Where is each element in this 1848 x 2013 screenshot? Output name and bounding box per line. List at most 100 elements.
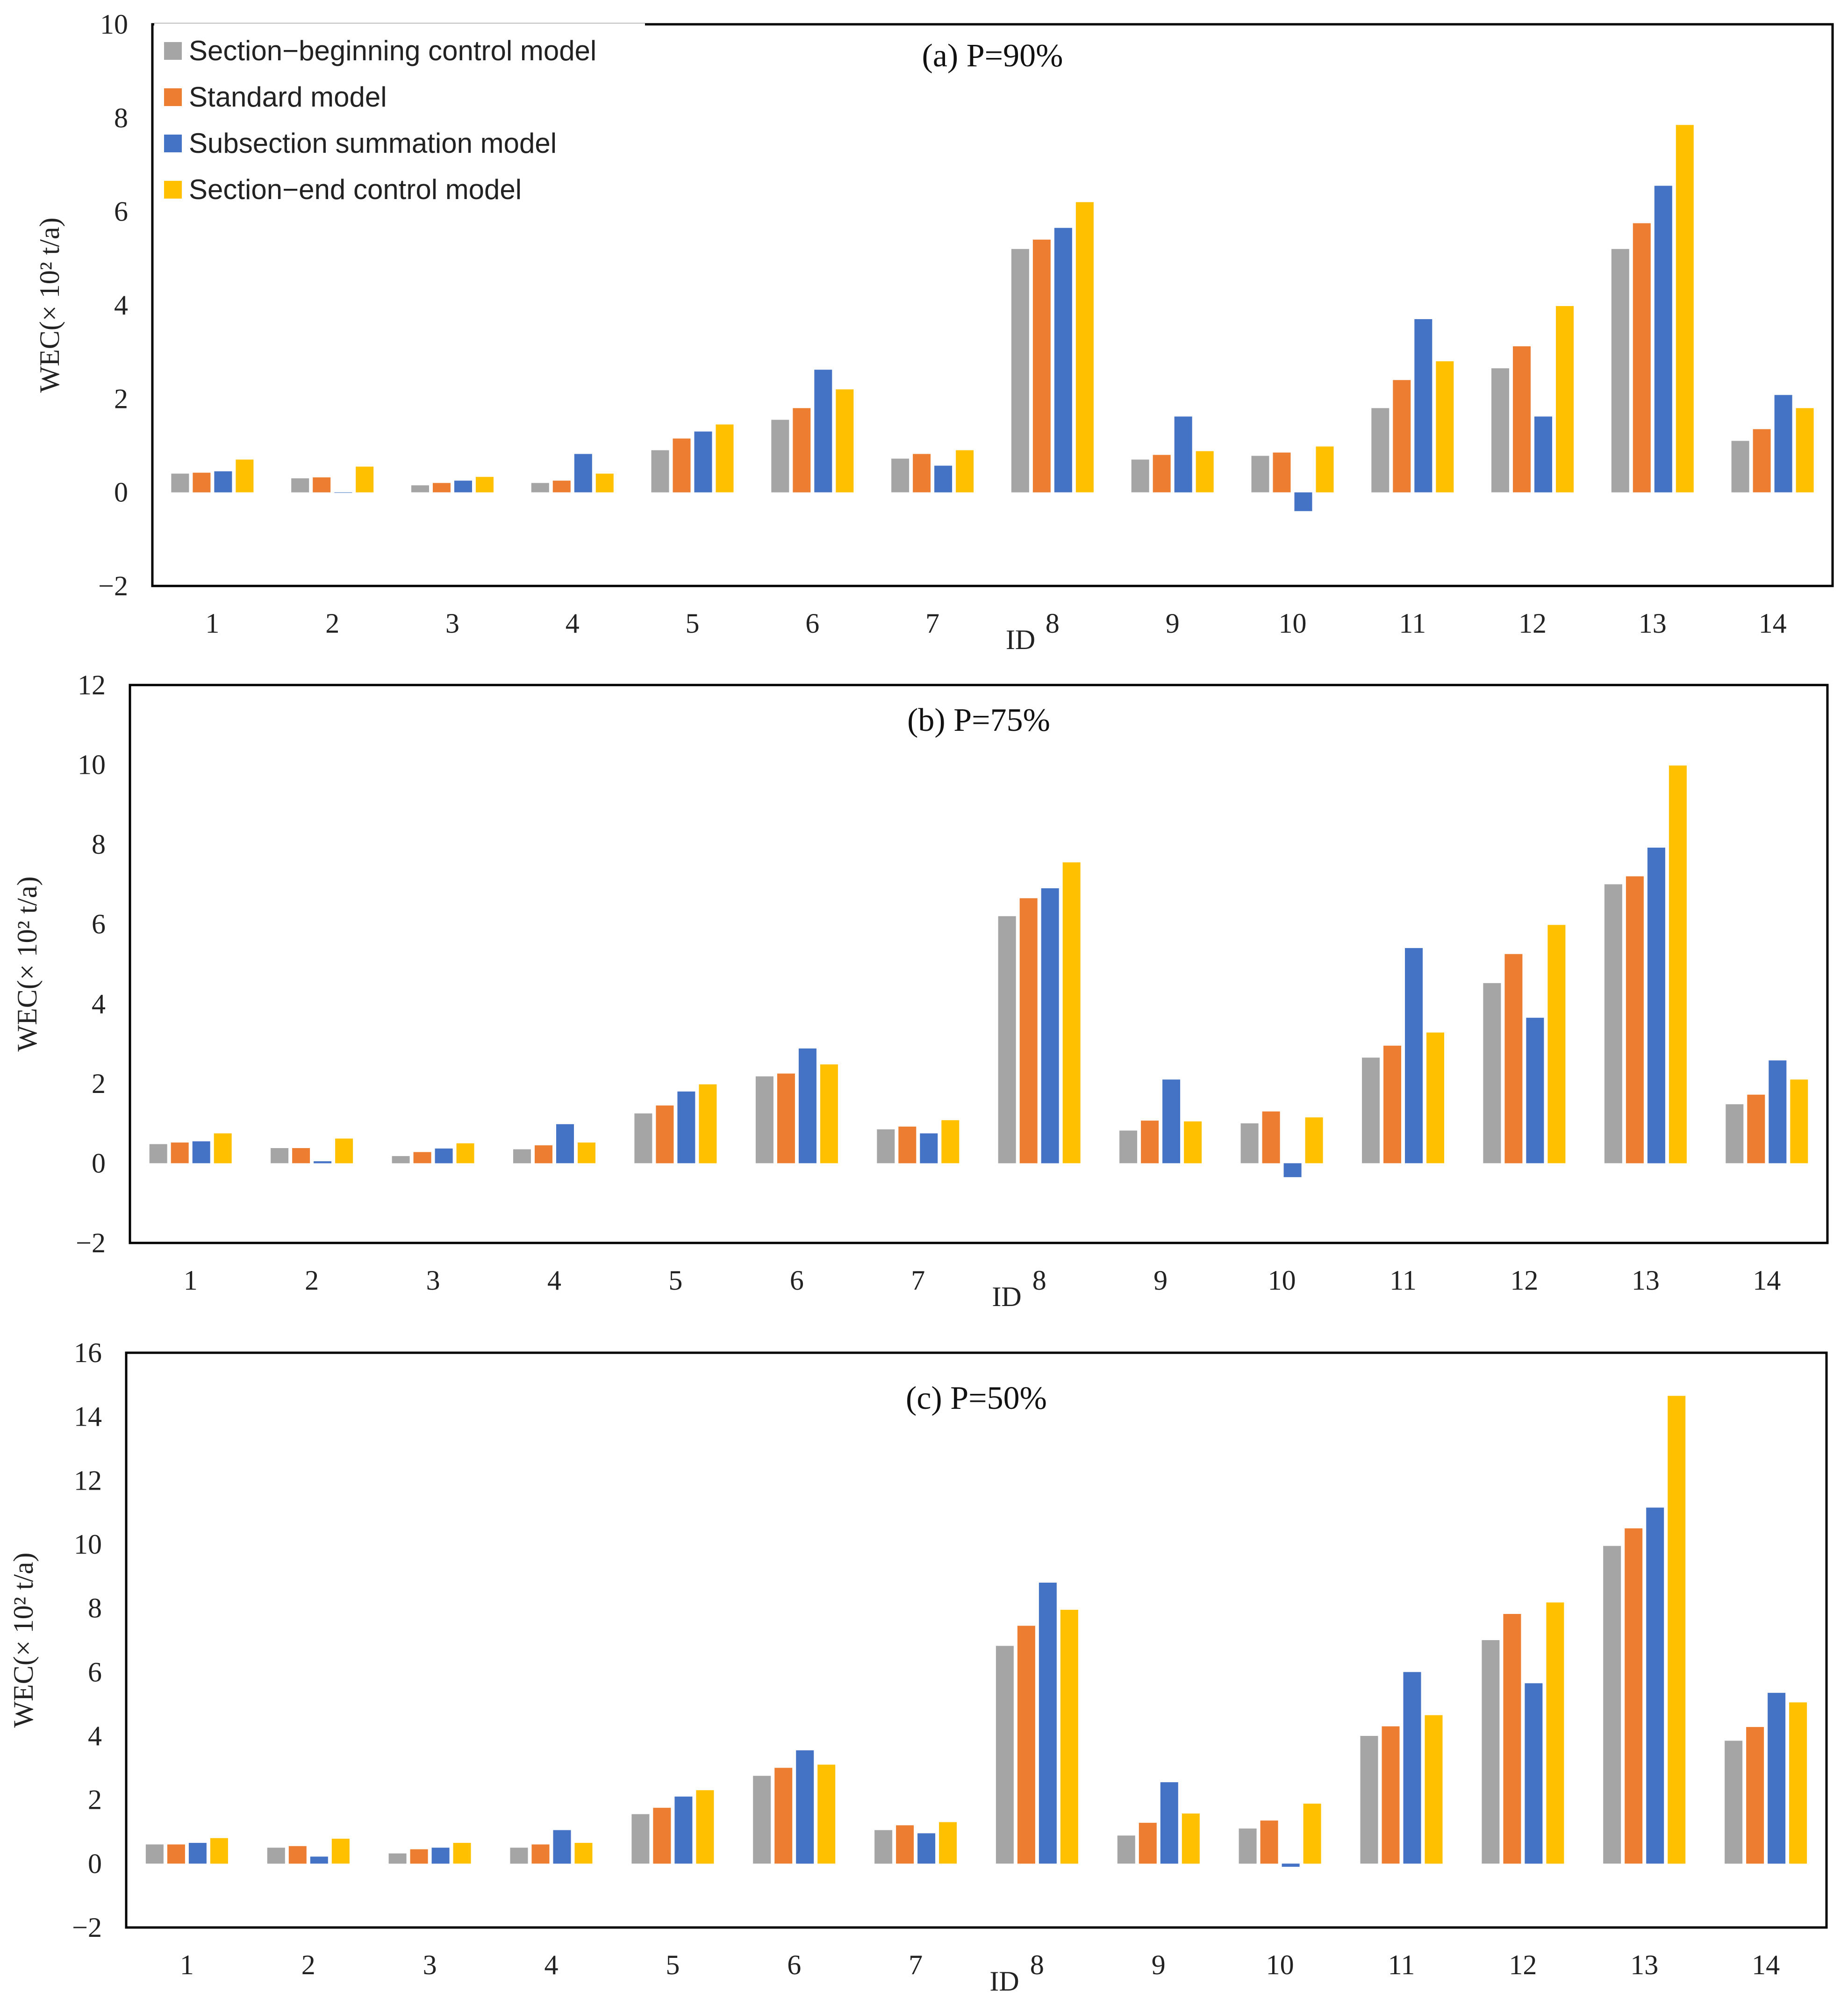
bar: [716, 424, 734, 493]
bar: [1647, 848, 1665, 1164]
y-axis-label: WEC(× 10² t/a): [8, 1552, 39, 1727]
legend-background: [154, 23, 645, 219]
legend: Section−beginning control model Standard …: [154, 23, 645, 219]
bar: [236, 459, 254, 493]
bar: [1294, 492, 1312, 511]
bar: [1789, 1702, 1807, 1864]
bar: [1526, 1018, 1544, 1164]
bar: [1184, 1121, 1202, 1164]
y-tick-label: 4: [92, 988, 106, 1019]
bar: [1273, 452, 1291, 493]
y-tick-label: −2: [98, 571, 128, 601]
x-tick-label: 10: [1266, 1949, 1294, 1980]
x-tick-label: 14: [1759, 608, 1787, 639]
bar: [1283, 1163, 1302, 1178]
x-tick-label: 14: [1752, 1949, 1780, 1980]
bar: [1633, 223, 1651, 493]
bar: [814, 370, 832, 493]
x-tick-label: 10: [1268, 1265, 1296, 1296]
x-tick-label: 2: [325, 608, 339, 639]
bar: [188, 1842, 207, 1864]
series-1: [149, 884, 1744, 1164]
series-1: [145, 1546, 1743, 1864]
bar: [1503, 1614, 1521, 1864]
bar: [1075, 202, 1094, 493]
bar: [1768, 1692, 1786, 1864]
bar: [836, 389, 854, 493]
bar: [1604, 884, 1622, 1164]
bar: [1251, 456, 1269, 493]
bar: [1362, 1057, 1380, 1164]
bar: [1305, 1117, 1323, 1164]
bar: [411, 485, 429, 493]
bar: [1141, 1121, 1159, 1164]
bar: [1796, 408, 1814, 493]
x-tick-label: 6: [805, 608, 819, 639]
bar: [574, 1842, 593, 1864]
bar: [595, 473, 614, 493]
bar: [292, 1148, 310, 1164]
y-tick-label: 0: [92, 1148, 106, 1178]
bar: [193, 472, 211, 493]
bar: [874, 1830, 893, 1864]
bar: [1611, 249, 1629, 493]
bar: [1669, 765, 1687, 1164]
legend-swatch: [164, 88, 182, 106]
bar: [1654, 186, 1672, 493]
x-tick-label: 6: [790, 1265, 804, 1296]
x-tick-label: 8: [1030, 1949, 1044, 1980]
bar: [1525, 1683, 1543, 1864]
bar: [531, 1844, 550, 1864]
bar: [1403, 1672, 1421, 1864]
series-3: [214, 186, 1792, 511]
bar: [631, 1814, 650, 1864]
bar: [1746, 1727, 1764, 1864]
bar: [1676, 125, 1694, 493]
bar: [1282, 1863, 1300, 1867]
bar: [956, 450, 974, 493]
bar: [1011, 249, 1029, 493]
y-tick-label: 2: [114, 383, 128, 414]
bar: [934, 465, 953, 493]
x-tick-label: 5: [668, 1265, 682, 1296]
bar: [1556, 306, 1574, 493]
bar: [1425, 1715, 1443, 1864]
bar: [331, 1839, 350, 1864]
x-tick-label: 5: [666, 1949, 680, 1980]
bar: [1393, 380, 1411, 493]
bar: [1119, 1130, 1138, 1164]
bar: [1196, 451, 1214, 493]
bar: [674, 1796, 693, 1864]
bar: [313, 477, 331, 493]
bar: [556, 1124, 574, 1164]
panel-title: (b) P=75%: [907, 702, 1050, 738]
x-tick-label: 9: [1166, 608, 1180, 639]
x-axis-label: ID: [1006, 624, 1035, 655]
bar: [271, 1148, 289, 1164]
legend-swatch: [164, 135, 182, 152]
x-tick-label: 7: [911, 1265, 925, 1296]
x-tick-label: 12: [1509, 1949, 1537, 1980]
y-tick-label: 4: [114, 290, 128, 321]
bar: [1260, 1820, 1278, 1864]
x-tick-label: 1: [184, 1265, 198, 1296]
bar: [167, 1844, 185, 1864]
y-tick-label: 6: [114, 196, 128, 227]
bar: [1153, 455, 1171, 493]
bar: [552, 480, 571, 493]
bar: [214, 471, 232, 493]
bar: [145, 1844, 164, 1864]
bar: [1436, 361, 1454, 493]
x-tick-label: 13: [1639, 608, 1667, 639]
y-tick-label: 16: [74, 1337, 102, 1368]
y-tick-label: 10: [78, 750, 106, 780]
x-axis-label: ID: [989, 1966, 1019, 1997]
bar: [755, 1076, 774, 1164]
x-tick-label: 9: [1153, 1265, 1168, 1296]
y-axis-label: WEC(× 10² t/a): [34, 217, 65, 393]
x-tick-label: 8: [1032, 1265, 1046, 1296]
